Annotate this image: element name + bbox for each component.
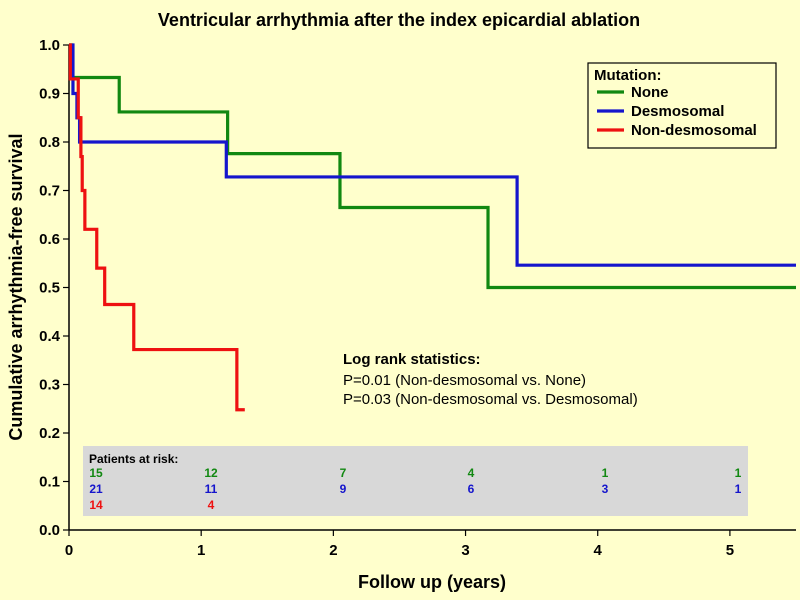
- risk-count: 4: [208, 498, 215, 512]
- x-tick-label: 5: [726, 542, 734, 559]
- legend-label-desmosomal: Desmosomal: [631, 103, 724, 120]
- risk-count: 21: [89, 482, 103, 496]
- axes: 0 1 2 3 4 50.00.10.20.30.40.50.60.70.80.91.0: [39, 37, 796, 559]
- x-tick-label: 0: [65, 542, 73, 559]
- risk-table-background: [83, 446, 748, 516]
- risk-count: 12: [204, 466, 218, 480]
- series-line-non-desmosomal: [68, 43, 245, 412]
- risk-count: 11: [205, 482, 218, 496]
- y-tick-label: 0.1: [39, 474, 60, 491]
- risk-table: Patients at risk:15 12 7 4 1 121 11 9 6 3 114 4: [89, 452, 742, 512]
- y-tick-label: 0.4: [39, 328, 61, 345]
- risk-count: 1: [602, 466, 609, 480]
- y-tick-label: 1.0: [39, 37, 60, 54]
- risk-count: 1: [735, 466, 742, 480]
- x-axis-label: Follow up (years): [358, 572, 506, 592]
- legend-box: [587, 62, 777, 149]
- stats-line-1: P=0.01 (Non-desmosomal vs. None): [343, 372, 586, 389]
- legend-title: Mutation:: [594, 67, 661, 84]
- legend-label-none: None: [631, 84, 669, 101]
- log-rank-statistics: Log rank statistics: P=0.01 (Non-desmoso…: [343, 351, 638, 408]
- x-tick-label: 4: [594, 542, 603, 559]
- legend: Mutation: None Desmosomal Non-desmosomal: [587, 62, 777, 149]
- x-tick-label: 3: [461, 542, 469, 559]
- y-tick-label: 0.0: [39, 522, 60, 539]
- stats-title: Log rank statistics:: [343, 351, 481, 368]
- risk-table-title: Patients at risk:: [89, 452, 178, 466]
- risk-count: 1: [735, 482, 742, 496]
- risk-count: 7: [340, 466, 347, 480]
- y-tick-label: 0.2: [39, 425, 60, 442]
- risk-count: 3: [602, 482, 609, 496]
- risk-count: 14: [89, 498, 103, 512]
- y-tick-label: 0.3: [39, 377, 60, 394]
- x-tick-label: 2: [329, 542, 337, 559]
- legend-label-non-desmosomal: Non-desmosomal: [631, 122, 757, 139]
- y-tick-label: 0.8: [39, 134, 60, 151]
- series-lines: [68, 43, 796, 412]
- risk-count: 4: [468, 466, 475, 480]
- y-tick-label: 0.7: [39, 183, 60, 200]
- y-tick-label: 0.9: [39, 86, 60, 103]
- risk-count: 9: [340, 482, 347, 496]
- y-tick-label: 0.5: [39, 280, 60, 297]
- stats-line-2: P=0.03 (Non-desmosomal vs. Desmosomal): [343, 391, 638, 408]
- x-tick-label: 1: [197, 542, 205, 559]
- risk-count: 15: [89, 466, 103, 480]
- risk-count: 6: [468, 482, 475, 496]
- y-tick-label: 0.6: [39, 231, 60, 248]
- y-axis-label: Cumulative arrhythmia-free survival: [6, 133, 26, 440]
- chart-title: Ventricular arrhythmia after the index e…: [158, 10, 640, 30]
